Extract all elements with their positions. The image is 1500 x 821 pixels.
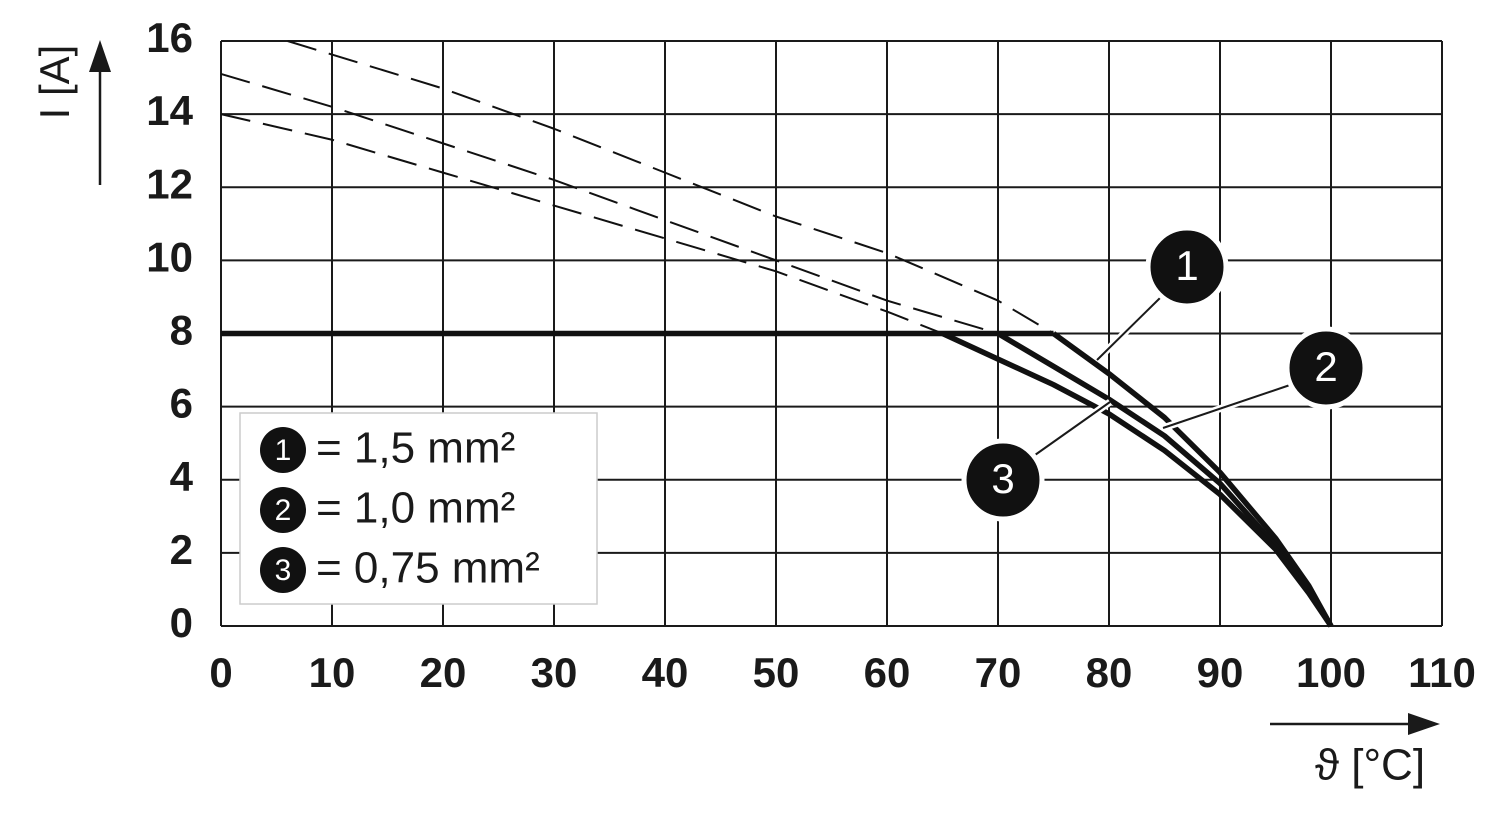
x-tick-label: 30 [531, 649, 578, 696]
dashed-curve [287, 40, 1055, 335]
callout-circle [961, 438, 1045, 522]
y-tick-label: 12 [146, 160, 193, 207]
y-tick-label: 0 [170, 599, 193, 646]
x-axis-label: ϑ [°C] [1315, 741, 1425, 790]
x-tick-label: 60 [864, 649, 911, 696]
callout-circle [1145, 225, 1229, 309]
y-axis-label: I [A] [31, 45, 78, 120]
x-tick-label: 100 [1296, 649, 1366, 696]
x-tick-label: 70 [975, 649, 1022, 696]
callout-label: 2 [1314, 343, 1337, 390]
x-tick-label: 0 [209, 649, 232, 696]
legend-marker: 1 [275, 434, 292, 467]
x-tick-label: 90 [1197, 649, 1244, 696]
x-tick-label: 80 [1086, 649, 1133, 696]
dashed-curve [220, 72, 999, 335]
callout-circle [1284, 326, 1368, 410]
leader-line [1162, 384, 1291, 429]
y-tick-label: 14 [146, 87, 193, 134]
legend-label: = 0,75 mm² [316, 544, 540, 593]
derating-curve [941, 331, 1334, 628]
callout-label: 3 [991, 455, 1014, 502]
leader-line [1096, 297, 1161, 361]
y-tick-label: 8 [170, 307, 193, 354]
dashed-curve [220, 113, 943, 335]
legend-marker: 3 [275, 554, 292, 587]
y-tick-label: 6 [170, 380, 193, 427]
x-axis-arrowhead [1408, 713, 1440, 735]
y-tick-label: 10 [146, 233, 193, 280]
callout-label: 1 [1175, 242, 1198, 289]
leader-line [1034, 401, 1111, 456]
legend-marker: 2 [275, 494, 292, 527]
legend-circle [260, 427, 306, 473]
x-tick-label: 110 [1408, 649, 1476, 696]
y-tick-label: 16 [146, 14, 193, 61]
x-tick-label: 50 [753, 649, 800, 696]
x-tick-label: 10 [309, 649, 356, 696]
x-tick-label: 40 [642, 649, 689, 696]
legend-label: = 1,5 mm² [316, 424, 515, 473]
legend-circle [260, 547, 306, 593]
y-tick-label: 2 [170, 526, 193, 573]
y-tick-label: 4 [170, 453, 194, 500]
legend-label: = 1,0 mm² [316, 484, 515, 533]
y-axis-arrowhead [89, 40, 111, 72]
x-tick-label: 20 [420, 649, 467, 696]
legend-circle [260, 487, 306, 533]
